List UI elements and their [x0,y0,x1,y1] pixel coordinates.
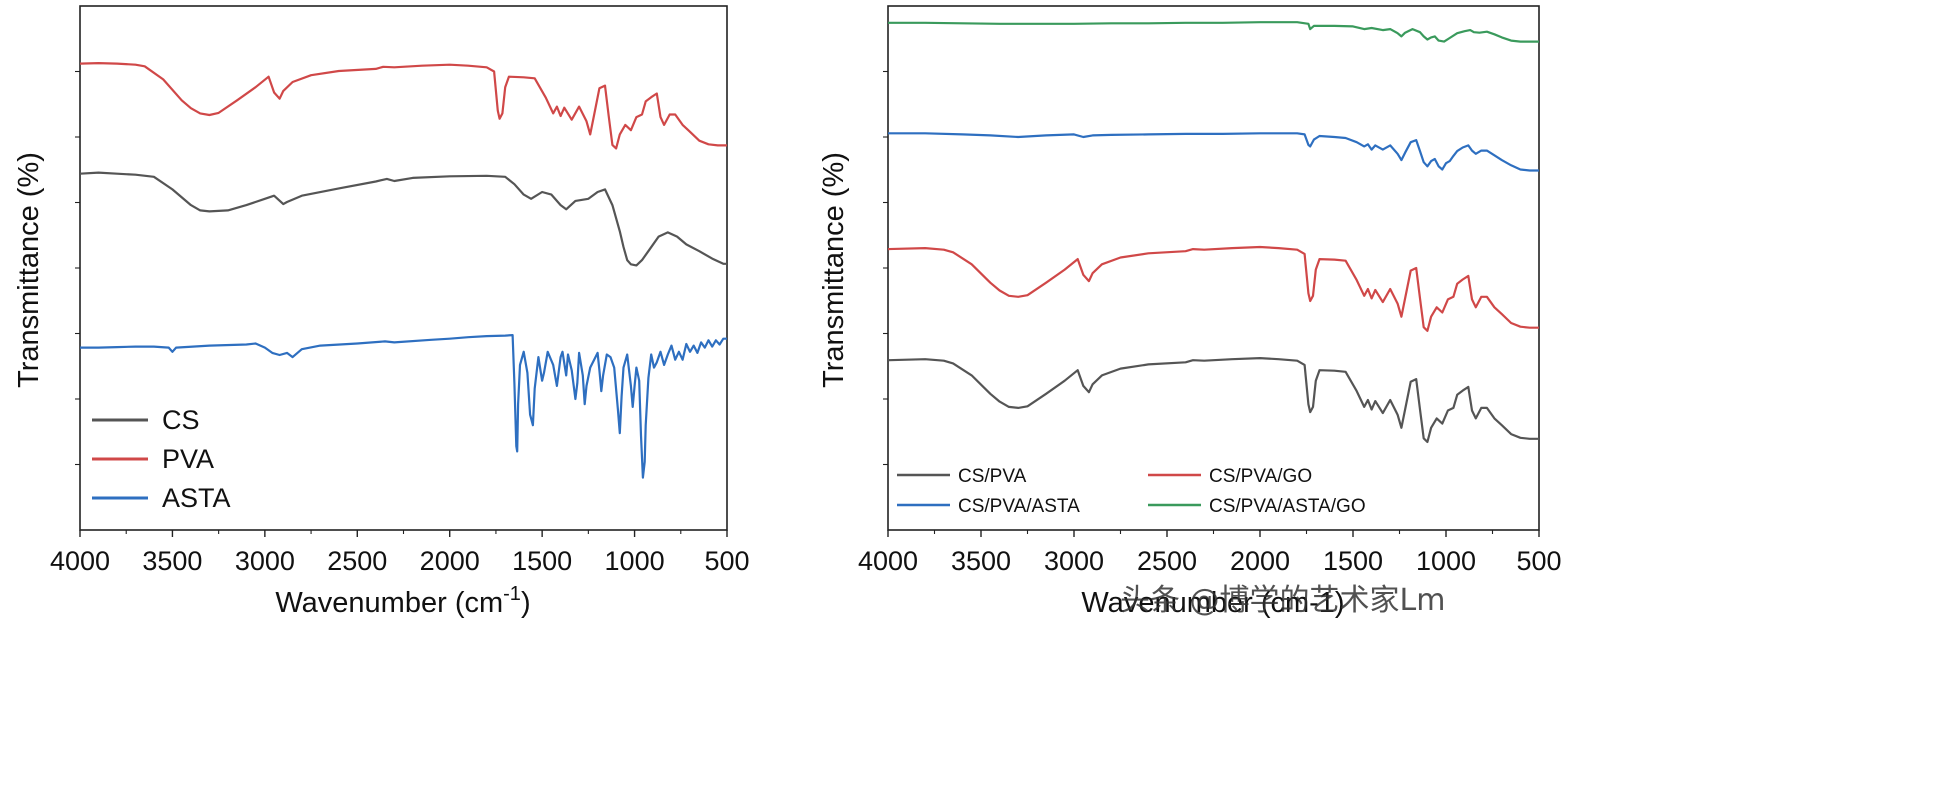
x-tick-label-1500: 1500 [1323,546,1383,576]
x-tick-label-2000: 2000 [420,546,480,576]
legend-label-cs-pva-asta: CS/PVA/ASTA [958,496,1080,517]
right-y-axis-title: Transmittance (%) [818,152,850,388]
x-tick-label-4000: 4000 [858,546,918,576]
series-line-asta [80,334,727,479]
x-tick-label-1000: 1000 [1416,546,1476,576]
x-tick-label-1000: 1000 [605,546,665,576]
left-x-ticks [79,530,728,537]
x-tick-label-2500: 2500 [1137,546,1197,576]
x-tick-label-2500: 2500 [327,546,387,576]
legend-label-asta: ASTA [162,483,231,513]
x-tick-label-3000: 3000 [1044,546,1104,576]
watermark-text: 头条 @博学的艺术家Lm [1120,583,1445,618]
left-x-tick-labels: 4000 3500 3000 2500 2000 1500 1000 500 [50,546,750,576]
series-line-cs-pva-asta [888,132,1539,172]
series-line-cs-pva-asta-go [888,21,1539,43]
x-tick-label-2000: 2000 [1230,546,1290,576]
right-legend: CS/PVA CS/PVA/GO CS/PVA/ASTA CS/PVA/ASTA… [897,466,1366,517]
left-panel: 4000 3500 3000 2500 2000 1500 1000 500 Transmit… [13,5,750,619]
legend-label-cs-pva-go: CS/PVA/GO [1209,466,1312,487]
x-tick-label-4000: 4000 [50,546,110,576]
legend-label-pva: PVA [162,444,214,474]
right-y-ticks [883,70,888,466]
series-line-cs [79,171,727,267]
legend-label-cs-pva-asta-go: CS/PVA/ASTA/GO [1209,496,1366,517]
legend-label-cs: CS [162,405,200,435]
x-tick-label-500: 500 [1516,546,1561,576]
right-plot-frame [887,5,1540,531]
left-y-axis-title: Transmittance (%) [13,152,45,388]
left-x-axis-title: Wavenumber (cm-1) [275,583,530,619]
x-tick-label-1500: 1500 [512,546,572,576]
left-series-group [79,62,727,479]
x-tick-label-3000: 3000 [235,546,295,576]
series-line-pva [79,62,727,150]
right-panel: 4000 3500 3000 2500 2000 1500 1000 500 Transmit… [818,5,1562,619]
right-x-tick-labels: 4000 3500 3000 2500 2000 1500 1000 500 [858,546,1562,576]
legend-label-cs-pva: CS/PVA [958,466,1027,487]
x-tick-label-3500: 3500 [142,546,202,576]
series-line-cs-pva [887,357,1539,444]
right-x-axis-title: Wavenumber (cm-1) [1081,587,1344,619]
right-x-ticks [887,530,1540,537]
left-legend: CS PVA ASTA [92,405,231,513]
left-y-ticks [75,70,80,466]
x-tick-label-3500: 3500 [951,546,1011,576]
right-series-group [887,21,1539,444]
series-line-cs-pva-go [887,245,1539,332]
x-tick-label-500: 500 [704,546,749,576]
